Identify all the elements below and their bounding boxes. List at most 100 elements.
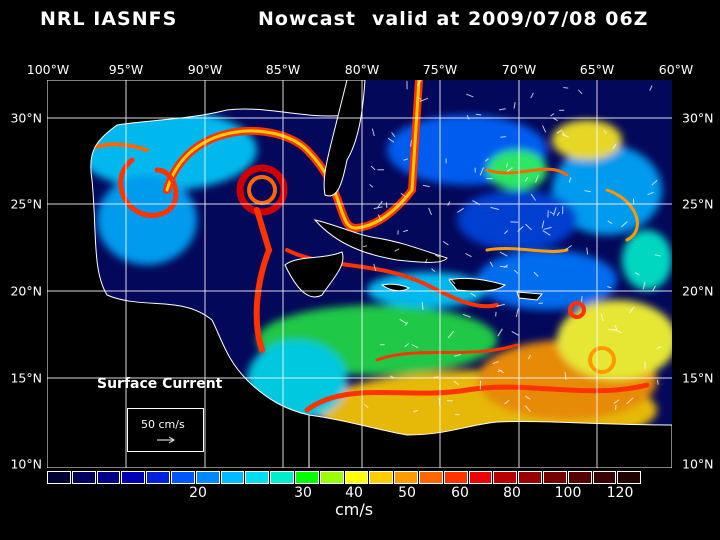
current-vector xyxy=(607,286,612,289)
current-vector xyxy=(421,301,424,310)
colorbar-label-60: 60 xyxy=(451,485,469,501)
colorbar-swatch xyxy=(443,471,468,484)
colorbar-swatch xyxy=(245,471,270,484)
current-vector xyxy=(608,328,615,331)
colorbar-unit: cm/s xyxy=(335,500,374,519)
current-vector xyxy=(462,313,471,318)
colorbar-label-20: 20 xyxy=(189,485,207,501)
current-vector xyxy=(370,165,376,171)
reference-vector-label: 50 cm/s xyxy=(141,418,185,431)
current-vector xyxy=(511,330,519,336)
current-vector xyxy=(416,80,422,87)
current-vector xyxy=(433,376,439,379)
current-vector xyxy=(562,134,569,138)
current-vector xyxy=(525,223,532,231)
current-vector xyxy=(553,207,557,216)
lon-label-90w: 90°W xyxy=(187,62,223,77)
lat-label-10n-left: 10°N xyxy=(10,456,42,472)
current-vector xyxy=(513,269,519,274)
current-vector xyxy=(403,229,409,233)
colorbar-swatch xyxy=(294,471,319,484)
current-vector xyxy=(654,254,661,257)
current-vector xyxy=(475,113,482,116)
current-vector xyxy=(620,221,628,228)
current-vector xyxy=(428,207,433,216)
lon-label-95w: 95°W xyxy=(108,62,144,77)
current-vector xyxy=(424,258,428,264)
current-vector xyxy=(652,285,656,292)
current-vector xyxy=(404,343,410,348)
current-vector xyxy=(525,395,531,400)
colorbar-swatch xyxy=(319,471,344,484)
current-vector xyxy=(543,226,552,230)
colorbar-label-80: 80 xyxy=(503,485,521,501)
current-vector xyxy=(524,176,529,182)
current-vector xyxy=(542,125,547,133)
current-vector xyxy=(376,200,383,209)
current-vector xyxy=(472,200,481,206)
lat-label-30n-right: 30°N xyxy=(682,110,714,126)
colorbar-swatch xyxy=(344,471,369,484)
lat-label-15n-left: 15°N xyxy=(10,370,42,386)
land xyxy=(47,80,672,468)
current-vector xyxy=(371,128,375,137)
colorbar-swatch xyxy=(96,471,121,484)
colorbar-swatch xyxy=(47,471,71,484)
current-vector xyxy=(484,158,489,162)
current-vector xyxy=(504,399,510,405)
lon-label-65w: 65°W xyxy=(579,62,615,77)
current-vector xyxy=(465,93,474,98)
current-vector xyxy=(603,129,607,134)
current-vector xyxy=(568,177,572,183)
current-vector xyxy=(403,158,408,161)
current-vector xyxy=(363,245,368,248)
colorbar-swatch xyxy=(542,471,567,484)
current-vector xyxy=(524,405,531,413)
colorbar-swatch xyxy=(617,471,642,484)
colorbar-swatch xyxy=(220,471,245,484)
current-vector xyxy=(385,202,388,208)
current-vector xyxy=(613,399,620,404)
current-vector xyxy=(449,277,456,285)
current-vector xyxy=(541,220,545,229)
reference-vector-arrow-icon xyxy=(157,436,175,444)
legend-title: Surface Current xyxy=(97,376,223,392)
current-vector xyxy=(642,281,646,290)
current-vector xyxy=(542,230,551,236)
current-vector xyxy=(453,380,459,385)
current-vector xyxy=(447,330,455,339)
lon-label-75w: 75°W xyxy=(422,62,458,77)
colorbar-label-120: 120 xyxy=(606,485,634,501)
current-vector xyxy=(399,318,408,325)
current-vector xyxy=(564,371,567,381)
current-vector xyxy=(496,303,505,307)
current-vector xyxy=(411,344,419,349)
current-vector xyxy=(534,175,539,183)
colorbar-swatch xyxy=(394,471,418,484)
colorbar-swatch xyxy=(518,471,542,484)
current-vector xyxy=(612,143,617,150)
colorbar-label-50: 50 xyxy=(398,485,416,501)
current-vector xyxy=(556,211,560,217)
colorbar xyxy=(47,471,642,484)
current-vector xyxy=(434,254,441,258)
colorbar-swatch xyxy=(121,471,146,484)
colorbar-swatch xyxy=(270,471,294,484)
colorbar-label-40: 40 xyxy=(345,485,363,501)
colorbar-swatch xyxy=(493,471,518,484)
current-vector xyxy=(626,397,634,405)
colorbar-swatch xyxy=(567,471,592,484)
colorbar-swatch xyxy=(146,471,170,484)
current-vector xyxy=(377,214,382,222)
current-vector xyxy=(497,369,503,373)
current-vector xyxy=(499,251,508,257)
current-vector xyxy=(442,241,449,246)
current-vector xyxy=(513,102,516,109)
model-name: NRL IASNFS xyxy=(40,8,178,30)
lon-label-85w: 85°W xyxy=(265,62,301,77)
current-vector xyxy=(503,230,509,235)
current-vector xyxy=(563,87,569,89)
current-vector xyxy=(369,183,374,188)
current-vector xyxy=(417,96,422,100)
valid-time: valid at 2009/07/08 06Z xyxy=(372,8,649,30)
